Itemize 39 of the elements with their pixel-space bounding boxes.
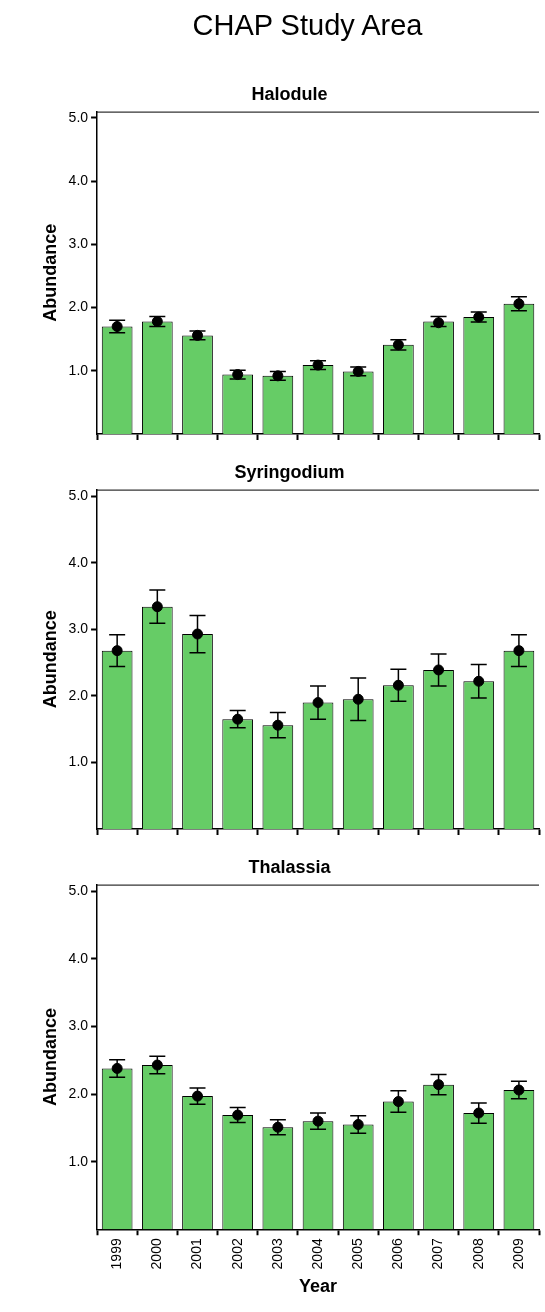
y-axis-title: Abundance — [39, 223, 60, 322]
y-tick-label: 4.0 — [68, 172, 89, 188]
y-tick-label: 1.0 — [68, 753, 89, 770]
x-tick-label: 1999 — [108, 1238, 125, 1270]
x-tick-label: 2009 — [509, 1238, 526, 1270]
point — [473, 675, 485, 687]
y-axis-title: Abundance — [39, 1007, 60, 1106]
point — [392, 679, 404, 691]
y-tick-label: 1.0 — [68, 1152, 89, 1169]
point — [151, 601, 163, 613]
y-tick-label: 5.0 — [68, 882, 89, 899]
y-tick-label: 1.0 — [68, 361, 89, 378]
y-tick-label: 3.0 — [68, 235, 89, 252]
chart-title: Halodule — [251, 83, 328, 104]
x-tick-label: 2002 — [228, 1238, 245, 1270]
x-tick-label: 2008 — [469, 1238, 486, 1270]
y-tick-label: 2.0 — [68, 298, 89, 315]
x-tick-label: 2005 — [349, 1238, 366, 1270]
x-axis-title: Year — [299, 1276, 338, 1297]
y-axis-title: Abundance — [39, 610, 60, 709]
y-tick-label: 5.0 — [68, 108, 89, 125]
chart-title: Thalassia — [248, 856, 332, 877]
y-tick-label: 5.0 — [68, 487, 89, 504]
x-tick-label: 2001 — [188, 1238, 205, 1270]
x-tick-label: 2006 — [389, 1238, 406, 1270]
y-tick-label: 2.0 — [68, 686, 89, 703]
y-tick-label: 3.0 — [68, 620, 89, 637]
x-tick-label: 2007 — [429, 1238, 446, 1270]
y-tick-label: 4.0 — [68, 949, 89, 966]
x-tick-label: 2004 — [308, 1238, 325, 1270]
y-tick-label: 4.0 — [68, 553, 89, 570]
text: CHAP Study Area — [191, 8, 424, 43]
x-tick-label: 2000 — [148, 1238, 165, 1270]
y-tick-label: 2.0 — [68, 1084, 89, 1101]
point — [192, 628, 203, 640]
y-tick-label: 3.0 — [68, 1017, 89, 1034]
point — [433, 664, 445, 676]
chart-title: Syringodium — [234, 461, 345, 482]
x-tick-label: 2003 — [268, 1238, 285, 1270]
